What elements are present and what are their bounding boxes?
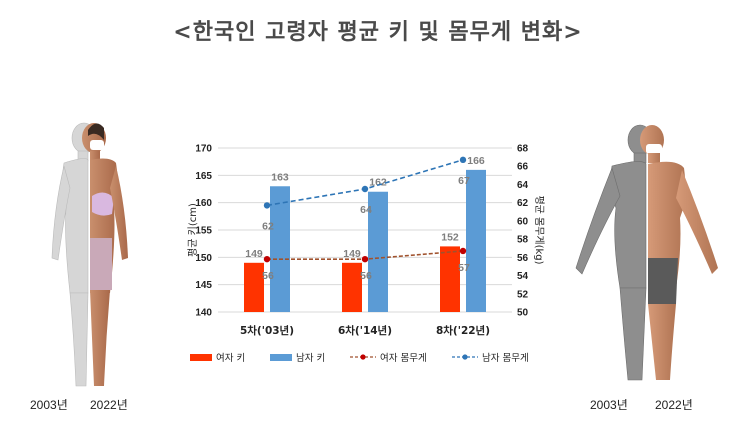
point-female-weight bbox=[459, 247, 467, 255]
y-tick-label-left: 140 bbox=[195, 308, 212, 319]
y-tick-label-left: 165 bbox=[195, 171, 212, 182]
legend-item-female-weight: 여자 몸무게 bbox=[350, 350, 427, 364]
y-tick-label-left: 150 bbox=[195, 253, 212, 264]
legend-label: 여자 키 bbox=[216, 353, 246, 364]
data-label-female-weight: 56 bbox=[360, 270, 372, 282]
data-label-male-height: 163 bbox=[271, 171, 289, 183]
legend-line-marker bbox=[350, 354, 376, 360]
data-label-female-height: 152 bbox=[441, 231, 459, 243]
data-label-female-height: 149 bbox=[245, 248, 263, 260]
legend-item-male-height: 남자 키 bbox=[270, 350, 325, 364]
y-tick-label-right: 66 bbox=[517, 162, 529, 173]
y-tick-label-left: 155 bbox=[195, 226, 212, 237]
y-tick-label-right: 54 bbox=[517, 271, 529, 282]
male-body-figure bbox=[575, 124, 718, 381]
legend-label: 남자 키 bbox=[296, 353, 326, 364]
bar-male-height bbox=[368, 191, 388, 312]
y-tick-label-right: 60 bbox=[517, 216, 529, 227]
legend-item-female-height: 여자 키 bbox=[190, 350, 245, 364]
female-2022-label: 2022년 bbox=[90, 398, 128, 412]
y-tick-label-right: 62 bbox=[517, 198, 529, 209]
x-category-label: 6차('14년) bbox=[338, 324, 392, 337]
point-female-weight bbox=[361, 255, 369, 263]
y-tick-label-right: 52 bbox=[517, 289, 529, 300]
point-male-weight bbox=[361, 185, 369, 193]
bar-female-height bbox=[440, 246, 460, 312]
data-label-male-weight: 64 bbox=[360, 204, 372, 216]
y-tick-label-left: 160 bbox=[195, 198, 212, 209]
data-label-female-height: 149 bbox=[343, 248, 361, 260]
y-tick-label-right: 50 bbox=[517, 308, 529, 319]
bar-female-height bbox=[244, 262, 264, 312]
legend-item-male-weight: 남자 몸무게 bbox=[452, 350, 529, 364]
data-label-male-weight: 67 bbox=[458, 175, 470, 187]
data-label-female-weight: 57 bbox=[458, 262, 470, 274]
y-tick-label-left: 170 bbox=[195, 144, 212, 155]
bar-male-height bbox=[270, 186, 290, 312]
line-male-weight bbox=[266, 159, 464, 207]
y-tick-label-right: 56 bbox=[517, 253, 529, 264]
y-tick-label-right: 64 bbox=[517, 180, 529, 191]
legend-label: 여자 몸무게 bbox=[380, 353, 427, 364]
bar-female-height bbox=[342, 262, 362, 312]
chart-legend: 여자 키 남자 키 여자 몸무게 남자 몸무게 bbox=[190, 350, 550, 366]
x-category-label: 8차('22년) bbox=[436, 324, 490, 337]
legend-line-marker bbox=[452, 354, 478, 360]
data-label-male-height: 166 bbox=[467, 155, 485, 167]
legend-swatch bbox=[190, 353, 212, 361]
y-axis-title-right: 평균 몸무게(kg) bbox=[533, 195, 545, 264]
page-title: <한국인 고령자 평균 키 및 몸무게 변화> bbox=[173, 20, 583, 45]
point-male-weight bbox=[263, 202, 271, 209]
male-2003-label: 2003년 bbox=[590, 398, 628, 412]
legend-label: 남자 몸무게 bbox=[482, 353, 529, 364]
male-2022-label: 2022년 bbox=[655, 398, 693, 412]
y-tick-label-right: 58 bbox=[517, 235, 529, 246]
y-tick-label-right: 68 bbox=[517, 144, 529, 155]
female-2003-label: 2003년 bbox=[30, 398, 68, 412]
bar-male-height bbox=[466, 169, 486, 312]
x-category-label: 5차('03년) bbox=[240, 324, 294, 337]
y-axis-title-left: 평균 키(cm) bbox=[187, 203, 199, 257]
legend-swatch bbox=[270, 353, 292, 361]
point-female-weight bbox=[263, 255, 271, 263]
female-body-figure bbox=[51, 122, 128, 387]
y-tick-label-left: 145 bbox=[195, 280, 212, 291]
data-label-male-weight: 62 bbox=[262, 220, 274, 232]
data-label-female-weight: 56 bbox=[262, 270, 274, 282]
point-male-weight bbox=[459, 156, 467, 164]
